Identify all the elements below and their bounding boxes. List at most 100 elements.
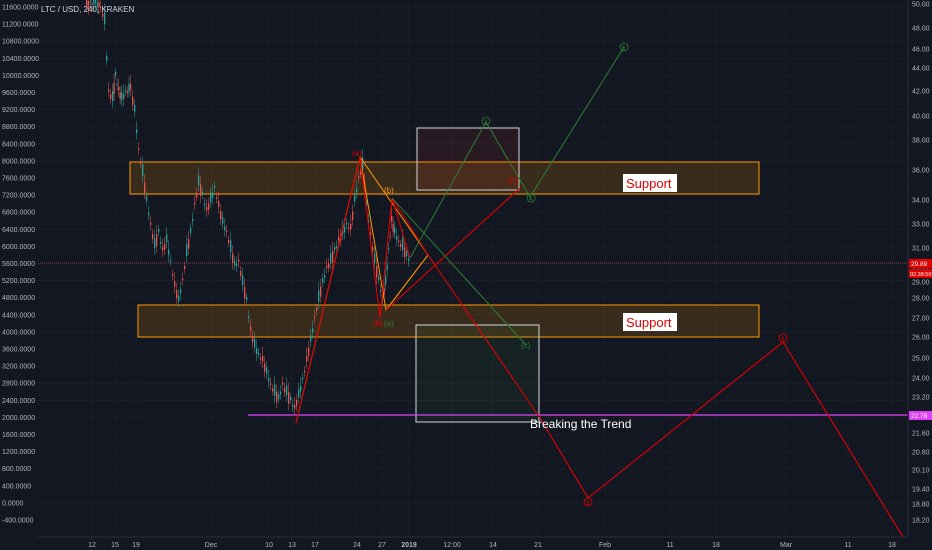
support-label-upper-bg [623, 174, 677, 192]
wave-label-c-green: (c) [521, 341, 531, 350]
candle-body [206, 206, 208, 211]
time-axis-tick: 27 [378, 542, 386, 549]
left-axis-tick: 0.0000 [2, 500, 24, 507]
right-axis-tick: 27.00 [912, 316, 930, 323]
time-axis-tick: 18 [712, 542, 720, 549]
candle-body [389, 235, 391, 238]
red-wave-projection-up[interactable] [385, 187, 521, 311]
time-axis-panel[interactable] [38, 537, 908, 550]
candle-body [170, 259, 172, 262]
current-price-tag[interactable]: 29.89 [909, 259, 932, 268]
candle-body [166, 234, 168, 243]
target-box-lower[interactable] [415, 324, 540, 423]
left-axis-tick: 10400.0000 [2, 56, 39, 63]
candle-body [316, 308, 318, 311]
candle-body [332, 251, 334, 263]
candle-body [106, 56, 108, 61]
candle-body [93, 0, 95, 5]
candle-body [392, 223, 394, 232]
candle-body [180, 289, 182, 294]
right-axis-tick: 28.00 [912, 296, 930, 303]
left-axis-tick: 7600.0000 [2, 176, 35, 183]
right-axis-tick: 19.40 [912, 487, 930, 494]
candle-body [314, 316, 316, 318]
left-axis-tick: 3600.0000 [2, 347, 35, 354]
candle-body [176, 290, 178, 299]
candle-body [112, 91, 114, 102]
candle-body [226, 230, 228, 232]
red-wave-path[interactable] [295, 156, 411, 424]
candle-body [374, 253, 376, 264]
chart-grid [38, 0, 908, 537]
candle-body [100, 6, 102, 8]
candle-body [368, 220, 370, 223]
green-wave-bear-projection[interactable] [391, 197, 527, 346]
candle-body [276, 391, 278, 402]
candle-body [318, 290, 320, 302]
candle-body [198, 175, 200, 186]
candle-body [336, 246, 338, 248]
candle-body [278, 394, 280, 399]
candle-body [182, 278, 184, 280]
candle-body [216, 197, 218, 199]
candle-body [134, 105, 136, 112]
candlestick-series [86, 0, 410, 415]
left-axis-tick: 3200.0000 [2, 364, 35, 371]
candle-body [258, 352, 260, 355]
candle-body [324, 275, 326, 278]
candle-body [240, 271, 242, 276]
right-axis-tick: 20.10 [912, 468, 930, 475]
left-axis-tick: 1200.0000 [2, 449, 35, 456]
candle-body [400, 244, 402, 247]
candle-body [356, 188, 358, 193]
right-axis-tick: 18.80 [912, 502, 930, 509]
left-axis-panel[interactable] [0, 0, 38, 550]
left-axis-tick: 6800.0000 [2, 210, 35, 217]
right-axis-tick: 33.00 [912, 222, 930, 229]
candle-body [210, 194, 212, 203]
left-axis-tick: 11600.0000 [2, 5, 39, 12]
svg-text:5: 5 [622, 46, 626, 52]
time-axis-tick: 19 [132, 542, 140, 549]
candle-body [334, 247, 336, 250]
candle-body [200, 184, 202, 196]
candle-body [126, 91, 128, 93]
candle-body [144, 182, 146, 193]
candle-body [256, 348, 258, 354]
time-axis-tick: 12 [88, 542, 96, 549]
target-box-upper[interactable] [416, 127, 520, 191]
candle-body [354, 195, 356, 202]
candle-body [246, 297, 248, 300]
wave-marker-green-4: 4 [526, 193, 536, 203]
wave-marker-green-5: 5 [619, 42, 629, 52]
candle-body [298, 389, 300, 398]
candle-body [328, 263, 330, 268]
time-axis-tick: 15 [111, 542, 119, 549]
candle-body [350, 224, 352, 230]
candle-body [270, 383, 272, 385]
left-axis-tick: 8800.0000 [2, 124, 35, 131]
candle-body [250, 326, 252, 331]
candle-body [192, 218, 194, 221]
candle-body [125, 89, 127, 92]
red-wave-projection-down[interactable] [391, 197, 909, 546]
left-axis-tick: 4800.0000 [2, 295, 35, 302]
trend-level-tag[interactable]: 22.78 [909, 411, 932, 420]
candle-body [95, 0, 97, 4]
wave-marker-red-4: 4 [778, 333, 788, 343]
candle-body [146, 196, 148, 201]
right-axis-tick: 44.00 [912, 66, 930, 73]
candle-body [352, 211, 354, 220]
candle-body [348, 227, 350, 229]
candle-body [121, 92, 123, 101]
candle-body [406, 251, 408, 256]
green-wave-bull-projection[interactable] [409, 46, 625, 259]
svg-text:02:38:50: 02:38:50 [910, 272, 931, 278]
wave-label-b-small: (b) [384, 186, 394, 195]
candle-body [383, 288, 385, 295]
wave-label-c-main: (c) [508, 176, 518, 185]
candle-body [174, 281, 176, 287]
candle-body [168, 249, 170, 255]
